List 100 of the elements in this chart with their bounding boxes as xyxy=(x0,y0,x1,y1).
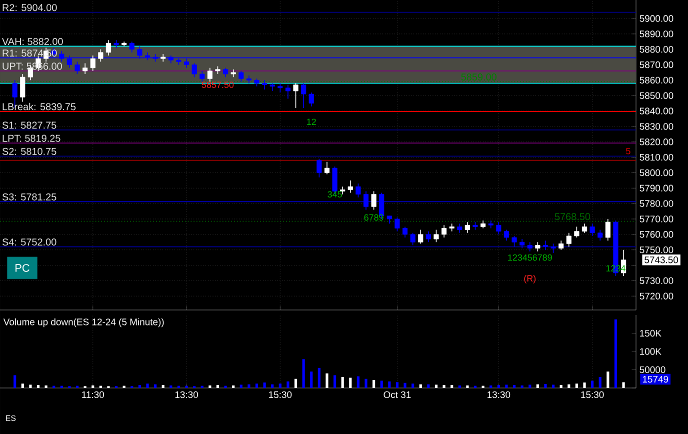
x-tick-label: 13:30 xyxy=(488,391,510,398)
bar xyxy=(138,385,141,388)
candlestick xyxy=(574,226,580,238)
candlestick xyxy=(222,67,228,78)
candlestick xyxy=(410,232,416,246)
candlestick xyxy=(496,222,502,235)
bar xyxy=(442,385,446,388)
text: 15749 xyxy=(642,376,668,383)
candlestick xyxy=(464,222,470,234)
candlestick xyxy=(535,242,540,252)
ref-line-label: S2: 5810.75 xyxy=(2,148,56,155)
candlestick xyxy=(324,162,330,175)
candlestick xyxy=(90,55,96,72)
bar xyxy=(575,384,578,388)
bar xyxy=(208,385,212,388)
annotation: 1234 xyxy=(606,265,626,272)
candlestick xyxy=(418,229,424,244)
candlestick xyxy=(293,82,298,108)
y-tick-label: 5900.00 xyxy=(640,15,674,22)
candlestick xyxy=(348,180,353,194)
bar xyxy=(349,378,352,388)
candlestick xyxy=(457,223,462,234)
bar xyxy=(450,385,454,388)
x-tick-label: 15:30 xyxy=(581,391,604,398)
candlestick xyxy=(74,61,80,74)
bar xyxy=(36,385,40,388)
ref-line-label: 5859.00 xyxy=(461,73,496,81)
bar xyxy=(278,384,282,388)
bar xyxy=(341,377,344,388)
bar xyxy=(240,384,242,388)
ref-line-label: R2: 5904.00 xyxy=(2,4,57,12)
bar xyxy=(598,377,602,388)
bar xyxy=(232,385,235,388)
candlestick xyxy=(200,70,205,82)
bar xyxy=(520,385,524,388)
y-tick-label: 5870.00 xyxy=(640,61,674,68)
annotation: 345 xyxy=(328,191,342,198)
candlestick xyxy=(504,229,510,241)
annotation: PC xyxy=(16,264,30,272)
bar xyxy=(583,382,586,388)
bar xyxy=(310,372,313,388)
y-tick-label: 5750.00 xyxy=(640,246,674,254)
candlestick xyxy=(442,224,447,238)
y-tick-label: 5770.00 xyxy=(640,216,674,222)
bar xyxy=(622,382,625,388)
y-tick-label: 5850.00 xyxy=(640,92,674,99)
bar xyxy=(154,384,157,388)
bar xyxy=(505,384,508,388)
candlestick xyxy=(238,70,244,82)
y-tick-label: 5720.00 xyxy=(640,292,674,300)
bar xyxy=(170,385,172,388)
bar xyxy=(271,384,274,388)
x-tick-label: 13:30 xyxy=(175,391,198,398)
candlestick xyxy=(363,190,369,210)
bar xyxy=(512,385,516,388)
candlestick xyxy=(542,240,548,250)
annotation: 123456789 xyxy=(508,254,552,261)
y-tick-label: 5810.00 xyxy=(640,154,674,161)
bar xyxy=(434,384,438,388)
candlestick xyxy=(426,230,431,243)
annotation: 6789 xyxy=(364,214,384,221)
y-tick-label: 5860.00 xyxy=(640,76,674,84)
y-tick-label: 5840.00 xyxy=(640,108,674,114)
candlestick xyxy=(520,238,525,249)
bar xyxy=(356,376,360,388)
y-tick-label: 5780.00 xyxy=(640,200,674,207)
candlestick xyxy=(301,82,306,108)
x-tick-label: 15:30 xyxy=(269,391,292,398)
candlestick xyxy=(550,243,556,254)
bar xyxy=(412,384,414,388)
candlestick xyxy=(512,236,517,248)
bar xyxy=(560,385,562,388)
y-tick-label: 5820.00 xyxy=(640,138,674,146)
candlestick xyxy=(605,218,610,241)
candlestick xyxy=(316,158,322,178)
annotation: 5 xyxy=(626,148,630,154)
bar xyxy=(614,319,618,388)
candlestick xyxy=(402,226,408,238)
candlestick xyxy=(98,48,104,62)
candlestick xyxy=(262,80,268,90)
bar xyxy=(427,384,430,388)
y-tick-label: 5730.00 xyxy=(640,277,674,284)
bar xyxy=(14,375,16,388)
bar xyxy=(497,385,500,388)
bar xyxy=(294,378,298,388)
candlestick xyxy=(106,40,112,56)
candlestick xyxy=(527,242,532,252)
ref-line-label: S1: 5827.75 xyxy=(2,122,56,129)
candlestick xyxy=(246,75,252,84)
bar xyxy=(286,381,290,388)
candlestick xyxy=(590,223,595,236)
candlestick xyxy=(566,232,572,248)
candlestick xyxy=(371,190,376,210)
bar xyxy=(568,384,570,388)
candlestick xyxy=(394,217,400,232)
candlestick xyxy=(582,223,588,234)
candlestick xyxy=(308,92,314,107)
candlestick xyxy=(207,67,212,82)
y-tick-label: 5890.00 xyxy=(640,30,674,38)
y-tick-label: 50000 xyxy=(640,366,666,374)
